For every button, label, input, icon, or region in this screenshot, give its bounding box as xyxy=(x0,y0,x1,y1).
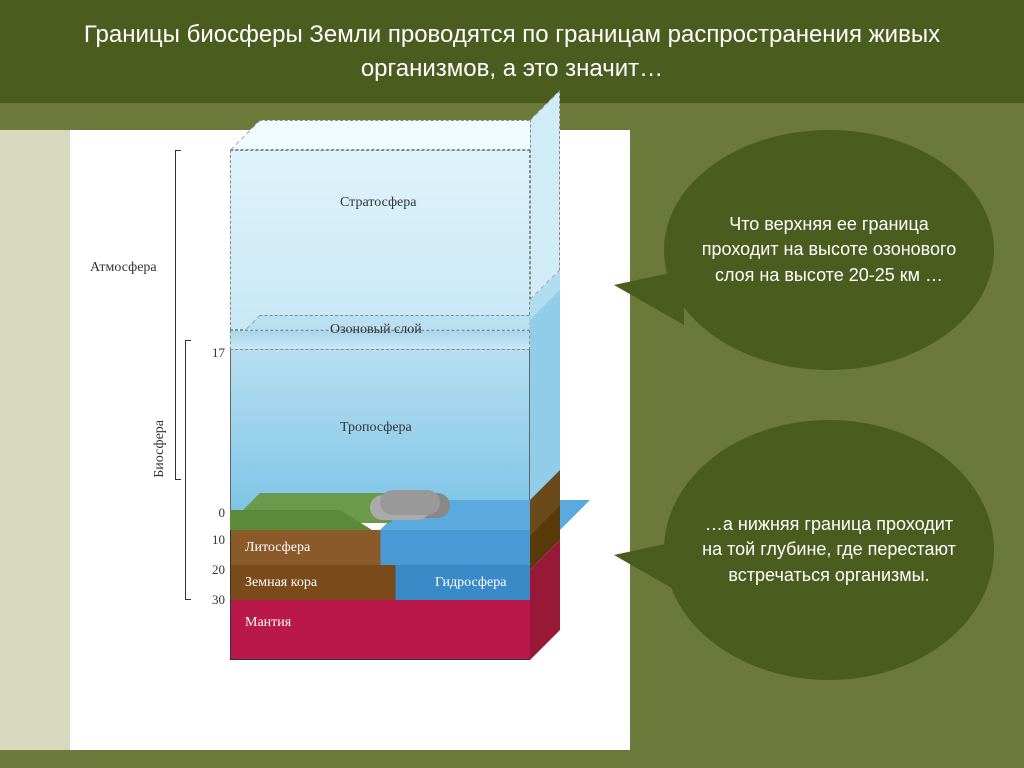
lithosphere-label: Литосфера xyxy=(245,540,310,556)
troposphere-label: Тропосфера xyxy=(340,420,412,436)
atmosphere-bracket xyxy=(175,150,181,480)
tick-30: 30 xyxy=(195,592,225,608)
slide-title: Границы биосферы Земли проводятся по гра… xyxy=(0,0,1024,103)
tick-17: 17 xyxy=(195,345,225,361)
biosphere-axis-label: Биосфера xyxy=(152,420,168,478)
stratosphere-label: Стратосфера xyxy=(340,195,416,211)
mantle-label: Мантия xyxy=(245,615,291,631)
crust-label: Земная кора xyxy=(245,575,317,591)
bubble-lower-text: …а нижняя граница проходит на той глубин… xyxy=(694,512,964,588)
ozone-label: Озоновый слой xyxy=(330,322,422,338)
bubble-upper-text: Что верхняя ее граница проходит на высот… xyxy=(694,212,964,288)
tick-20: 20 xyxy=(195,562,225,578)
left-gutter xyxy=(0,130,70,750)
biosphere-bracket xyxy=(185,340,191,600)
bubble-upper: Что верхняя ее граница проходит на высот… xyxy=(664,130,994,370)
block-3d: Стратосфера Озоновый слой Тропосфера Лит… xyxy=(230,150,570,730)
biosphere-diagram: Атмосфера Биосфера 17 0 10 20 30 Страт xyxy=(70,130,630,750)
stratosphere-right-face xyxy=(530,90,560,300)
cloud-icon xyxy=(380,490,440,515)
stratosphere-layer xyxy=(230,150,530,330)
hydrosphere-label: Гидросфера xyxy=(435,575,506,591)
tick-0: 0 xyxy=(195,505,225,521)
stratosphere-top-face xyxy=(230,120,560,150)
bubble-lower: …а нижняя граница проходит на той глубин… xyxy=(664,420,994,680)
tick-10: 10 xyxy=(195,532,225,548)
atmosphere-axis-label: Атмосфера xyxy=(90,260,157,276)
